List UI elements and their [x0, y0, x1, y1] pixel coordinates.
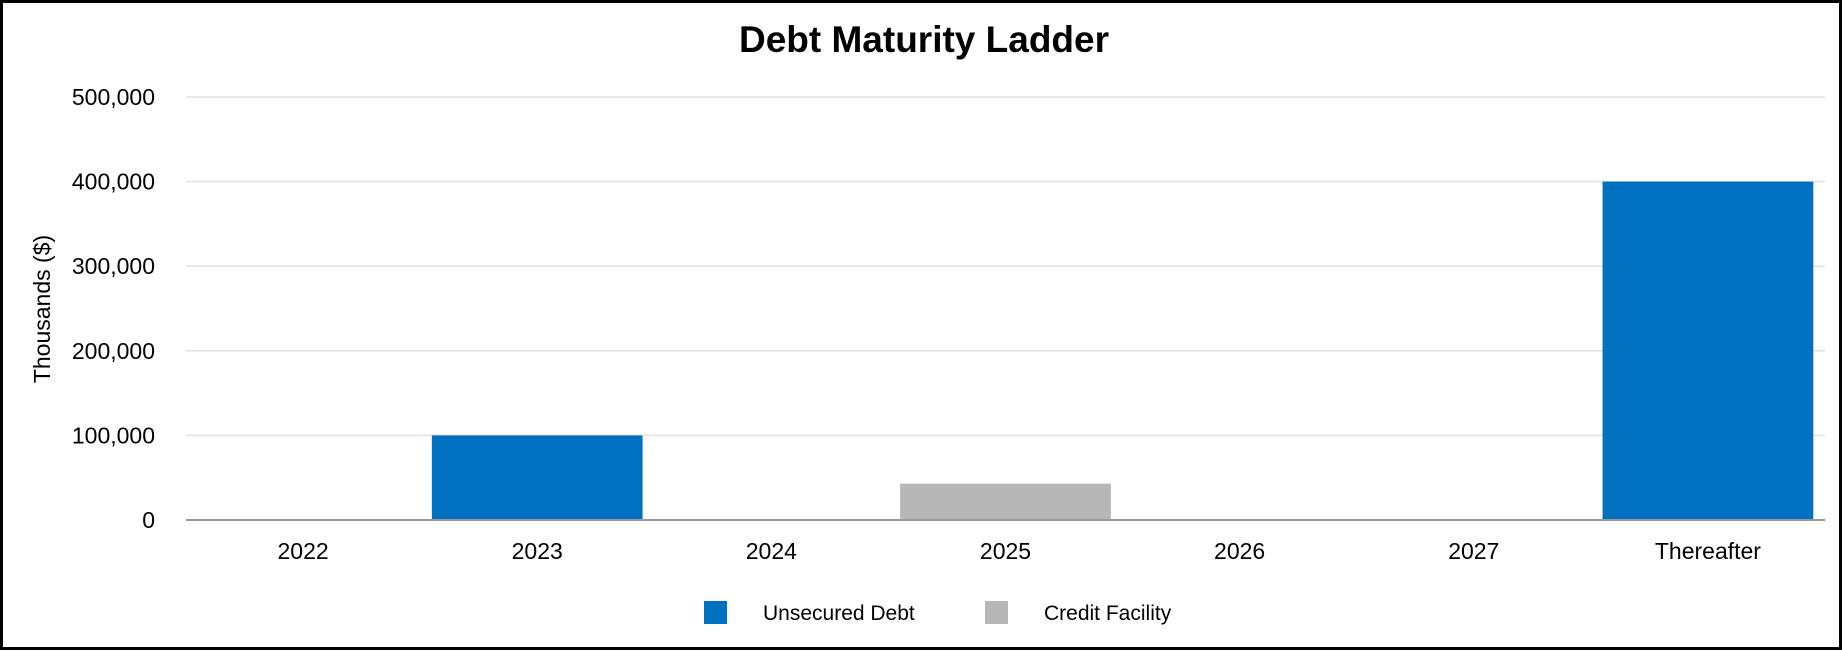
x-tick-label: 2022: [277, 538, 328, 564]
debt-maturity-chart: Debt Maturity Ladder Thousands ($) 0 100,…: [29, 19, 1825, 625]
x-tick-label: 2026: [1214, 538, 1265, 564]
legend-item-unsecured-debt: Unsecured Debt: [704, 601, 915, 625]
legend-swatch: [704, 601, 727, 624]
bar-unsecured-debt-thereafter: [1602, 181, 1814, 520]
y-tick-label: 200,000: [72, 338, 155, 364]
bar-unsecured-debt-2023: [431, 435, 643, 520]
y-tick-label: 500,000: [72, 84, 155, 110]
legend-item-credit-facility: Credit Facility: [985, 601, 1172, 625]
legend-swatch: [985, 601, 1008, 624]
x-tick-label: 2024: [746, 538, 797, 564]
chart-title: Debt Maturity Ladder: [739, 19, 1109, 60]
legend-label: Credit Facility: [1044, 602, 1172, 625]
legend: Unsecured Debt Credit Facility: [704, 601, 1172, 625]
y-tick-label: 300,000: [72, 253, 155, 279]
y-tick-label: 400,000: [72, 169, 155, 195]
x-tick-label: 2023: [512, 538, 563, 564]
legend-label: Unsecured Debt: [763, 602, 915, 625]
x-tick-label: 2025: [980, 538, 1031, 564]
y-tick-label: 0: [142, 507, 155, 533]
bars: [431, 181, 1814, 520]
gridlines: [186, 96, 1825, 437]
x-tick-label: 2027: [1448, 538, 1499, 564]
y-tick-label: 100,000: [72, 422, 155, 448]
y-axis-ticks: 0 100,000 200,000 300,000 400,000 500,000: [72, 84, 155, 533]
y-axis-label: Thousands ($): [29, 235, 55, 383]
x-tick-label: Thereafter: [1655, 538, 1761, 564]
x-axis-ticks: 2022 2023 2024 2025 2026 2027 Thereafter: [277, 538, 1761, 564]
bar-credit-facility-2025: [900, 483, 1111, 520]
